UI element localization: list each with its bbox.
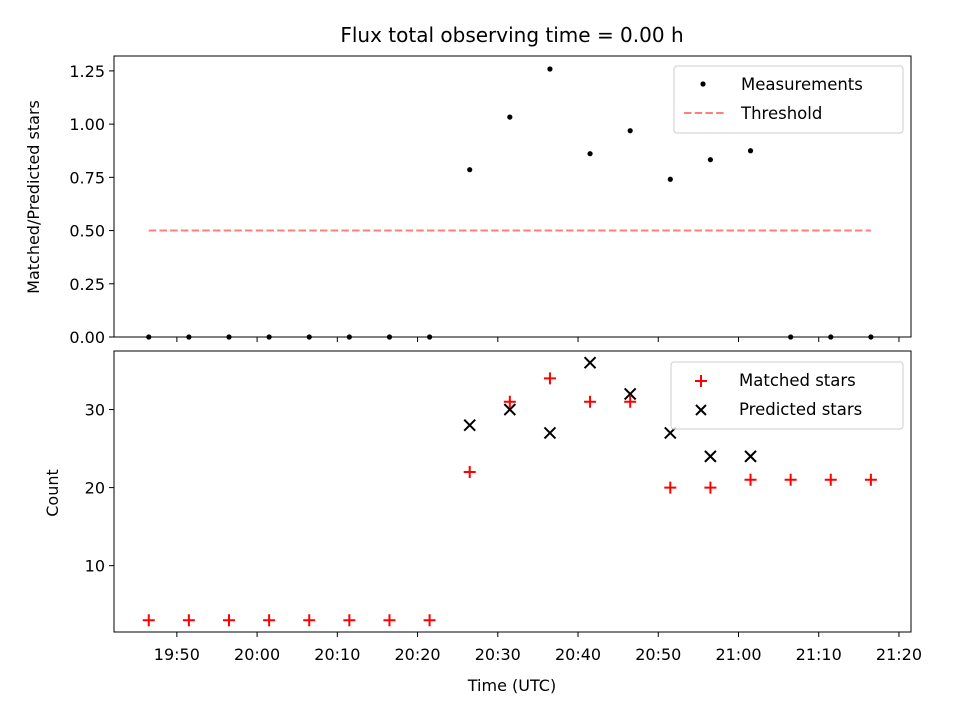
x-tick-label: 19:50 xyxy=(154,645,200,664)
measurement-point xyxy=(306,334,312,340)
predicted-stars-point xyxy=(543,426,557,440)
predicted-stars-point xyxy=(623,387,637,401)
measurement-point xyxy=(587,151,593,157)
x-tick-label: 21:20 xyxy=(876,645,922,664)
top-y-tick-label: 0.50 xyxy=(69,222,105,241)
bottom-panel: 10 20 30 19:50 20:00 20:10 20:20 20:30 20:40 20:5… xyxy=(85,350,922,664)
legend-label-predicted-stars: Predicted stars xyxy=(739,400,862,419)
measurement-point xyxy=(828,334,834,340)
measurement-point xyxy=(266,334,272,340)
x-tick-label: 20:10 xyxy=(314,645,360,664)
matched-stars-point xyxy=(864,473,877,486)
matched-stars-point xyxy=(423,614,436,627)
x-tick-label: 20:40 xyxy=(555,645,601,664)
measurement-point xyxy=(346,334,352,340)
bottom-legend: Matched stars Predicted stars xyxy=(670,361,904,430)
measurement-point xyxy=(146,334,152,340)
predicted-stars-point xyxy=(744,450,757,463)
measurement-point xyxy=(788,334,794,340)
measurement-point xyxy=(507,114,513,120)
matched-stars-point xyxy=(824,473,837,486)
top-y-tick-label: 1.25 xyxy=(69,62,105,81)
top-legend-frame xyxy=(673,65,904,134)
measurement-point xyxy=(667,176,673,182)
x-tick-label: 21:10 xyxy=(796,645,842,664)
matched-stars-point xyxy=(223,614,236,627)
matched-stars-point xyxy=(463,465,476,478)
measurement-point xyxy=(467,167,473,173)
top-y-tick-label: 0.75 xyxy=(69,168,105,187)
top-legend: Measurements Threshold xyxy=(673,65,904,134)
measurement-point xyxy=(868,334,874,340)
x-tick-label: 20:50 xyxy=(635,645,681,664)
matched-stars-point xyxy=(624,395,637,408)
measurement-point xyxy=(547,66,553,72)
matched-stars-point xyxy=(543,372,556,385)
top-y-axis-label: Matched/Predicted stars xyxy=(24,100,43,294)
predicted-stars-point xyxy=(583,356,597,369)
x-tick-label: 20:20 xyxy=(395,645,441,664)
top-y-tick-label: 1.00 xyxy=(69,115,105,134)
matched-stars-point xyxy=(383,614,396,627)
bottom-y-tick-label: 20 xyxy=(85,479,105,498)
measurement-point xyxy=(186,334,192,340)
legend-marker-measurements xyxy=(700,81,706,87)
x-tick-label: 20:00 xyxy=(234,645,280,664)
matched-stars-point xyxy=(142,614,155,627)
legend-marker-predicted-stars xyxy=(695,404,707,416)
measurement-point xyxy=(226,334,232,340)
top-panel: 0.00 0.25 0.50 0.75 1.00 1.25 xyxy=(69,55,912,347)
x-tick-label: 21:00 xyxy=(715,645,761,664)
bottom-plot-frame xyxy=(113,350,912,633)
measurement-point xyxy=(386,334,393,340)
matched-stars-point xyxy=(704,481,717,494)
predicted-stars-point xyxy=(704,450,717,463)
predicted-stars-point xyxy=(503,403,517,416)
matched-stars-point xyxy=(343,614,356,627)
matched-stars-point xyxy=(664,481,677,494)
measurement-point xyxy=(426,334,433,340)
top-plot-frame xyxy=(113,55,912,338)
matched-stars-point xyxy=(744,473,757,486)
chart-title: Flux total observing time = 0.00 h xyxy=(340,23,683,47)
matched-stars-point xyxy=(182,614,195,627)
measurement-point xyxy=(627,128,633,134)
measurement-point xyxy=(747,148,754,154)
matched-stars-point xyxy=(503,395,516,408)
legend-label-matched-stars: Matched stars xyxy=(739,371,856,390)
bottom-y-tick-label: 10 xyxy=(85,557,105,576)
legend-label-measurements: Measurements xyxy=(741,75,863,94)
matched-stars-point xyxy=(263,614,276,627)
bottom-legend-frame xyxy=(670,361,904,430)
predicted-stars-point xyxy=(463,418,476,432)
top-y-tick-label: 0.25 xyxy=(69,275,105,294)
legend-marker-matched-stars xyxy=(695,375,707,387)
bottom-y-tick-label: 30 xyxy=(85,401,105,420)
matched-stars-point xyxy=(303,614,316,627)
x-tick-label: 20:30 xyxy=(475,645,521,664)
x-axis-label: Time (UTC) xyxy=(467,676,556,695)
legend-label-threshold: Threshold xyxy=(740,104,822,123)
measurement-point xyxy=(707,157,714,163)
top-y-tick-label: 0.00 xyxy=(69,328,105,347)
bottom-y-axis-label: Count xyxy=(43,469,62,517)
matched-stars-point xyxy=(784,473,797,486)
matched-stars-point xyxy=(584,395,597,408)
